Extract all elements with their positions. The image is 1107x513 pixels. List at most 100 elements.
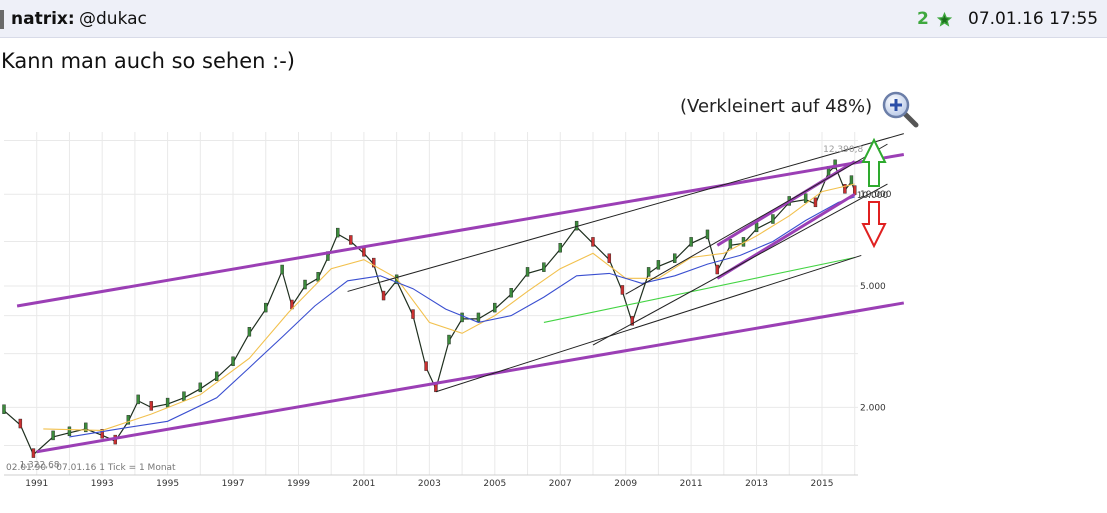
x-tick-label: 2013 <box>745 479 768 489</box>
arrow-down-outline-icon <box>861 201 887 249</box>
price-candle <box>542 262 546 272</box>
moving-average-line <box>543 256 855 323</box>
price-candle <box>620 285 625 295</box>
moving-average-line <box>43 183 855 431</box>
magnifier-plus-icon[interactable] <box>880 90 920 128</box>
price-candle <box>705 229 710 240</box>
price-candle <box>316 272 320 282</box>
x-tick-label: 1995 <box>156 479 179 489</box>
price-candle <box>843 184 847 194</box>
low-annotation: 1.322,68 <box>19 461 59 471</box>
price-candle <box>460 312 464 323</box>
price-candle <box>394 274 399 285</box>
scale-note: (Verkleinert auf 48%) <box>680 96 873 117</box>
price-candle <box>849 175 854 185</box>
channel-line <box>16 153 905 308</box>
price-candle <box>607 253 612 263</box>
price-candle <box>630 316 634 326</box>
price-candle <box>574 220 579 231</box>
price-candle <box>689 237 693 247</box>
price-candle <box>280 264 284 275</box>
price-candle <box>493 302 497 313</box>
price-candle <box>231 356 235 367</box>
current-value-label: 10.000 <box>857 191 889 201</box>
x-tick-label: 2001 <box>352 479 375 489</box>
x-tick-label: 1997 <box>222 479 245 489</box>
post-text: Kann man auch so sehen :-) <box>1 49 295 73</box>
price-candle <box>771 214 775 224</box>
price-candle <box>214 371 219 382</box>
price-candle <box>591 237 595 247</box>
price-candle <box>264 302 268 313</box>
post-timestamp: 07.01.16 17:55 <box>968 9 1099 29</box>
y-tick-label: 2.000 <box>860 403 886 413</box>
price-candle <box>754 222 759 233</box>
chart-trendlines <box>16 133 905 454</box>
price-candle <box>813 197 818 208</box>
price-candle <box>336 227 340 238</box>
price-candle <box>715 264 720 275</box>
y-tick-label: 5.000 <box>860 282 886 292</box>
high-annotation: 12.390,8 <box>823 145 863 155</box>
price-candle <box>247 327 252 337</box>
price-candle <box>51 430 55 441</box>
price-candle <box>656 260 661 270</box>
price-candle <box>646 267 651 277</box>
chart-series <box>2 159 857 458</box>
price-candle <box>476 312 481 323</box>
x-tick-label: 2005 <box>483 479 506 489</box>
stock-chart: 1991 1993 1995 1997 1999 2001 2003 2005 2007 2009… <box>2 132 905 489</box>
trend-line <box>435 254 862 393</box>
price-candle <box>372 257 376 268</box>
channel-line <box>36 301 905 454</box>
price-candle <box>182 391 186 401</box>
price-candle <box>509 288 513 298</box>
post-header: natrix: @dukac 2 07.01.16 17:55 <box>0 0 1107 38</box>
price-candle <box>31 448 36 458</box>
price-candle <box>833 159 837 170</box>
moving-average-line <box>69 196 855 438</box>
mention-link[interactable]: @dukac <box>79 9 147 29</box>
y-tick-label: 10.000 <box>860 190 892 200</box>
x-tick-label: 2003 <box>418 479 441 489</box>
trend-line <box>347 133 904 292</box>
author-name[interactable]: natrix: <box>11 9 75 29</box>
x-tick-label: 1999 <box>287 479 310 489</box>
x-tick-label: 2009 <box>614 479 637 489</box>
price-candle <box>381 290 386 301</box>
price-candle <box>411 309 415 319</box>
price-candle <box>673 253 677 263</box>
price-candle <box>149 401 153 411</box>
price-candle <box>728 239 733 249</box>
price-candle <box>349 235 353 245</box>
price-candle <box>84 422 88 433</box>
x-tick-label: 1991 <box>25 479 48 489</box>
chart-ticks: 1991 1993 1995 1997 1999 2001 2003 2005 2007 2009… <box>25 190 891 489</box>
star-count: 2 <box>917 9 929 29</box>
price-candle <box>136 394 140 405</box>
trend-line <box>625 143 888 295</box>
chart-area[interactable]: 1991 1993 1995 1997 1999 2001 2003 2005 2007 2009… <box>0 128 910 493</box>
x-tick-label: 1993 <box>91 479 114 489</box>
star-icon[interactable] <box>936 11 953 28</box>
price-candle <box>447 334 451 345</box>
price-candle <box>558 243 562 253</box>
price-candle <box>198 382 203 393</box>
header-marker <box>0 10 4 29</box>
arrow-up-outline-icon <box>861 137 887 187</box>
price-candle <box>803 193 808 203</box>
price-candle <box>362 247 366 257</box>
price-candle <box>126 415 131 425</box>
price-candle <box>18 418 23 429</box>
price-candle <box>100 429 104 439</box>
chart-footer: 02.01.90 – 07.01.16 1 Tick = 1 Monat <box>6 463 176 473</box>
x-tick-label: 2007 <box>549 479 572 489</box>
chart-arrows <box>861 137 887 249</box>
price-candle <box>2 404 6 414</box>
x-tick-label: 2011 <box>680 479 703 489</box>
price-candle <box>424 361 428 371</box>
trend-line <box>592 183 888 346</box>
price-candle <box>525 267 530 277</box>
x-tick-label: 2015 <box>811 479 834 489</box>
price-candle <box>303 279 307 290</box>
